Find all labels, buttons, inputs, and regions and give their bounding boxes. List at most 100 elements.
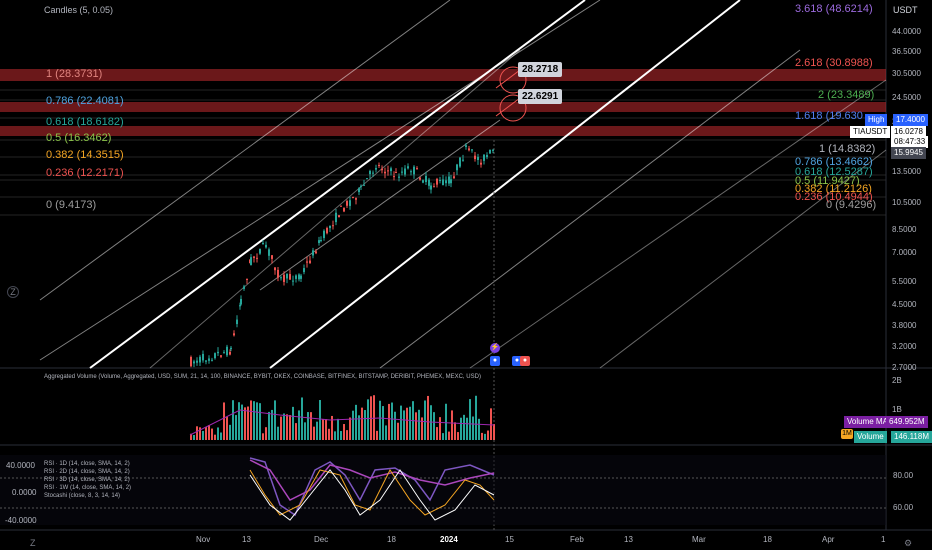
volume-flag-icon[interactable]: 1M — [841, 429, 853, 439]
split-marker-icon[interactable]: ● — [520, 356, 530, 366]
volume-bar — [250, 400, 252, 440]
osc-right-80: 80.00 — [893, 471, 914, 480]
fib-right-bottom-label-6: 0 (9.4296) — [826, 199, 877, 211]
time-axis-label: Feb — [570, 535, 584, 544]
countdown-tag: 08:47:33 — [891, 136, 929, 148]
candle-body — [436, 178, 438, 185]
candle-body — [492, 149, 494, 151]
volume-bar — [493, 424, 495, 440]
volume-bar — [322, 419, 324, 440]
candle-body — [340, 205, 342, 207]
volume-bar — [421, 417, 423, 440]
volume-bar — [346, 430, 348, 440]
dividend-marker-icon[interactable]: ● — [512, 356, 522, 366]
osc-title-2[interactable]: RSI · 3D (14, close, SMA, 14, 2) — [44, 477, 130, 483]
time-axis-label: Apr — [822, 535, 835, 544]
candle-body — [309, 260, 311, 263]
volume-bar — [460, 417, 462, 440]
goto-start-icon[interactable]: Z — [30, 538, 36, 548]
candle-body — [442, 179, 444, 186]
volume-bar — [478, 418, 480, 440]
candle-body — [277, 269, 279, 278]
volume-bar — [355, 404, 357, 440]
price-axis-label: 13.5000 — [892, 167, 921, 176]
channel-line — [599, 149, 887, 369]
price-axis-label: 24.5000 — [892, 93, 921, 102]
candle-body — [250, 257, 252, 265]
price-callout-lower: 22.6291 — [518, 89, 563, 104]
target-circle — [499, 94, 527, 122]
osc-title-3[interactable]: RSI · 1W (14, close, SMA, 14, 2) — [44, 485, 132, 491]
osc-title-0[interactable]: RSI · 1D (14, close, SMA, 14, 2) — [44, 461, 130, 467]
candle-body — [410, 171, 412, 173]
volume-bar — [265, 427, 267, 440]
fib-right-top-label-2: 2 (23.3489) — [818, 89, 875, 101]
volume-indicator-title[interactable]: Aggregated Volume (Volume, Aggregated, U… — [44, 374, 481, 380]
candle-body — [450, 179, 452, 184]
earnings-marker-icon[interactable]: ● — [490, 356, 500, 366]
volume-bar — [451, 410, 453, 440]
candle-body — [300, 275, 302, 279]
volume-bar — [298, 410, 300, 440]
candle-body — [202, 353, 204, 361]
channel-line — [39, 0, 451, 301]
volume-bar — [232, 400, 234, 440]
volume-bar — [337, 418, 339, 440]
volume-bar — [430, 405, 432, 440]
currency-badge[interactable]: USDT — [893, 5, 918, 15]
volume-bar — [259, 403, 261, 440]
candle-body — [433, 186, 435, 188]
candle-body — [384, 171, 386, 174]
candle-body — [468, 148, 470, 151]
time-axis-label: 18 — [763, 535, 772, 544]
volume-label: Volume — [854, 431, 887, 443]
candle-body — [199, 356, 201, 363]
candle-body — [439, 179, 441, 181]
volume-ma-label: Volume MA — [844, 416, 891, 428]
candles-indicator-title[interactable]: Candles (5, 0.05) — [44, 5, 114, 15]
price-axis-label: 5.5000 — [892, 277, 917, 286]
channel-line — [39, 0, 601, 361]
candle-body — [381, 168, 383, 171]
price-axis-label: 4.5000 — [892, 300, 917, 309]
fib-left-label-2: 0.618 (18.6182) — [46, 116, 124, 128]
candle-body — [358, 188, 360, 193]
osc-left-0: 0.0000 — [12, 488, 37, 497]
volume-bar — [487, 430, 489, 440]
high-value-tag: 17.4000 — [893, 114, 928, 126]
candle-body — [477, 156, 479, 161]
volume-bar — [415, 412, 417, 440]
candle-body — [338, 215, 340, 217]
fib-right-bottom-label-0: 1 (14.8382) — [819, 143, 876, 155]
candle-body — [372, 172, 374, 174]
event-marker-icon[interactable]: ⚡ — [490, 343, 500, 353]
channel-line — [149, 49, 521, 369]
volume-bar — [463, 414, 465, 440]
volume-bar — [352, 410, 354, 440]
volume-bar — [403, 410, 405, 440]
candle-body — [226, 346, 228, 356]
channel-line — [89, 0, 586, 369]
candle-body — [363, 184, 365, 186]
osc-left-minus40: -40.0000 — [5, 516, 37, 525]
osc-title-4[interactable]: Stocashi (close, 8, 3, 14, 14) — [44, 493, 121, 499]
volume-bar — [400, 405, 402, 440]
volume-bar — [424, 400, 426, 440]
candle-body — [332, 225, 334, 227]
candle-body — [393, 176, 395, 178]
candle-body — [208, 358, 210, 361]
candle-body — [230, 347, 232, 350]
logo-icon[interactable]: Z — [7, 286, 19, 298]
price-axis-label: 10.5000 — [892, 198, 921, 207]
candle-body — [343, 208, 345, 212]
settings-gear-icon[interactable]: ⚙ — [904, 538, 913, 548]
candle-body — [205, 360, 207, 362]
candle-body — [407, 166, 409, 169]
candle-body — [268, 249, 270, 256]
volume-bar — [373, 395, 375, 440]
osc-title-1[interactable]: RSI · 2D (14, close, SMA, 14, 2) — [44, 469, 130, 475]
candle-body — [280, 277, 282, 279]
secondary-price-tag: 15.9945 — [891, 147, 926, 159]
candle-body — [471, 149, 473, 151]
